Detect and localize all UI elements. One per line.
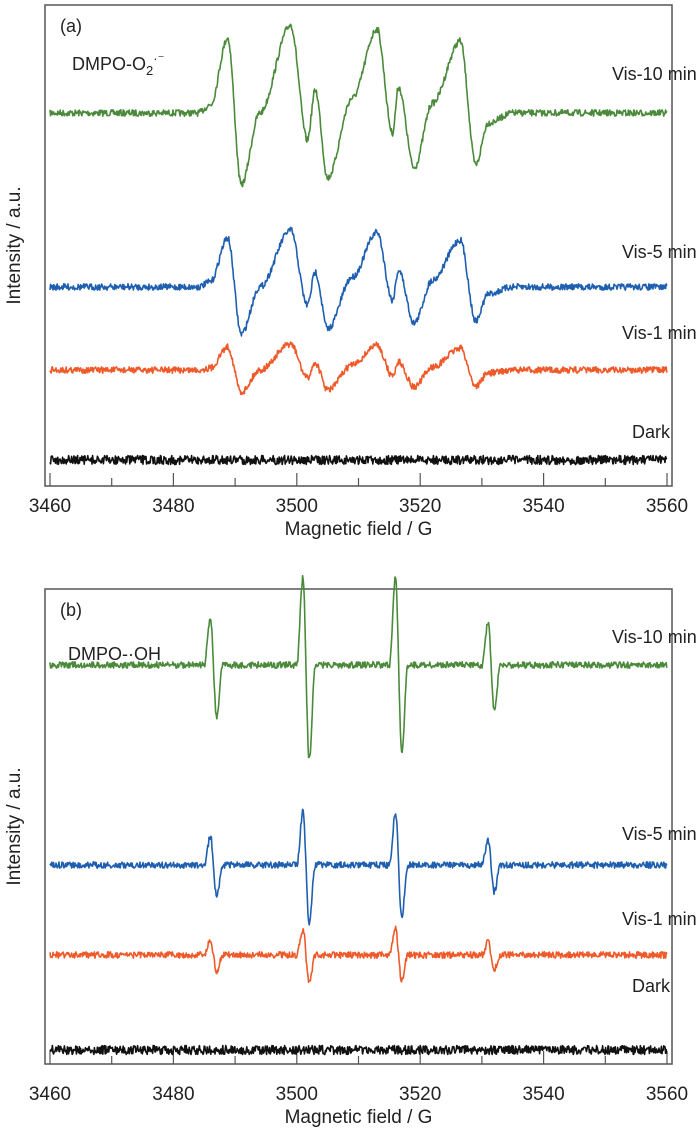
series-label: Vis-10 min [612,64,697,84]
adduct-main: DMPO-O [72,54,146,74]
x-axis-title: Magnetic field / G [285,1107,433,1128]
series-label: Vis-1 min [622,323,697,343]
x-tick-label: 3520 [399,1084,441,1105]
series-label: Dark [632,422,671,442]
x-tick-label: 3560 [646,496,688,517]
series-label: Dark [632,976,671,996]
x-tick-label: 3480 [152,496,194,517]
adduct-main: DMPO-·OH [68,644,161,664]
panel-a: 3460 3480 3500 3520 3540 3560 Magnetic field /… [4,4,697,540]
x-tick-label: 3520 [399,496,441,517]
x-tick-label: 3480 [152,1084,194,1105]
x-tick-label: 3560 [646,1084,688,1105]
panel-label: (b) [60,600,82,620]
adduct-superscript: ·⁻ [153,51,164,66]
series-line-dark [49,1044,668,1056]
x-tick-label: 3500 [276,496,318,517]
y-axis-title: Intensity / a.u. [4,186,25,304]
x-tick-label: 3540 [522,496,564,517]
plot-frame [44,4,673,487]
series-line-vis-10-min [49,574,668,759]
series-line-vis-1-min [49,341,668,396]
series-line-dark [49,454,668,466]
spin-adduct-label: DMPO-·OH [68,644,161,664]
x-tick-label: 3460 [29,1084,71,1105]
panel-label: (a) [60,16,82,36]
series-label: Vis-5 min [622,242,697,262]
spin-adduct-label: DMPO-O2·⁻ [72,51,164,78]
series-label: Vis-5 min [622,824,697,844]
y-axis-title: Intensity / a.u. [4,767,25,885]
series-line-vis-1-min [49,925,668,984]
series-line-vis-5-min [49,808,668,926]
x-tick-label: 3500 [276,1084,318,1105]
x-tick-label: 3540 [522,1084,564,1105]
series-label: Vis-1 min [622,909,697,929]
series-line-vis-5-min [49,226,668,337]
panel-b: 3460 3480 3500 3520 3540 3560 Magnetic field /… [4,574,697,1128]
series-line-vis-10-min [49,23,668,188]
x-tick-label: 3460 [29,496,71,517]
series-label: Vis-10 min [612,627,697,647]
adduct-subscript: 2 [146,63,153,78]
x-axis-title: Magnetic field / G [285,519,433,540]
